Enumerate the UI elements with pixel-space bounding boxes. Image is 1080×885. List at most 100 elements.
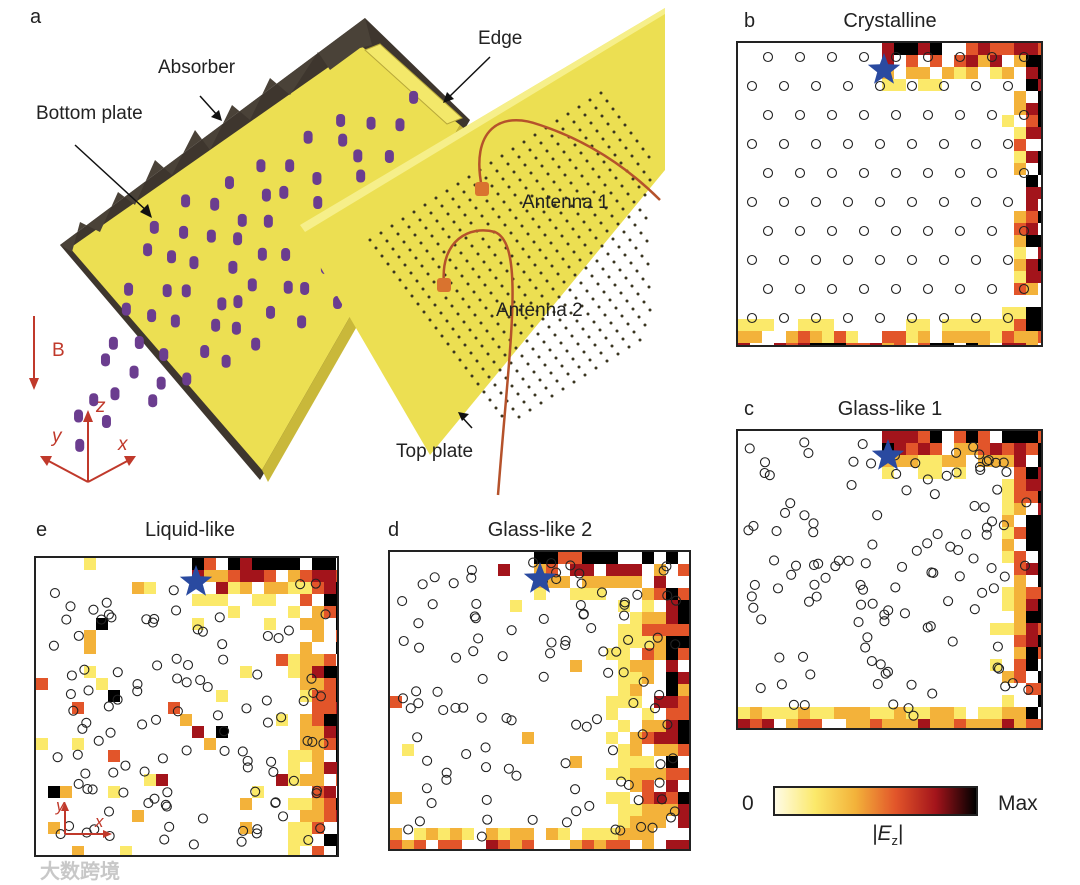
plate-hole	[626, 322, 630, 326]
plate-hole	[635, 269, 639, 273]
rod-position	[149, 613, 160, 625]
field-cell	[1026, 515, 1038, 527]
field-cell	[522, 840, 534, 849]
field-cell	[642, 660, 654, 672]
field-cell	[1026, 443, 1038, 455]
field-cell	[1038, 67, 1041, 79]
field-cell	[618, 684, 630, 696]
field-cell	[750, 707, 762, 719]
rod-position	[195, 675, 206, 686]
field-cell	[264, 618, 276, 630]
field-cell	[1014, 247, 1026, 259]
field-cell	[1026, 623, 1038, 635]
rod-position	[412, 732, 423, 743]
field-cell	[300, 642, 312, 654]
rod-position	[306, 673, 317, 684]
rod-position	[986, 562, 997, 574]
plate-hole	[524, 316, 528, 320]
rod-position	[149, 793, 160, 804]
field-cell	[1026, 683, 1038, 695]
plate-hole	[573, 143, 577, 147]
rod	[261, 188, 271, 202]
field-cell	[570, 588, 582, 600]
plate-hole	[546, 172, 550, 176]
plate-hole	[623, 123, 627, 127]
field-cell	[324, 582, 336, 594]
plate-hole	[481, 367, 485, 371]
rod	[256, 159, 266, 173]
plate-hole	[577, 235, 581, 239]
rod-position	[560, 639, 571, 651]
field-cell	[192, 594, 204, 606]
plate-hole	[608, 168, 612, 172]
rod-position	[788, 699, 799, 710]
field-cell	[630, 684, 642, 696]
field-cell	[786, 707, 798, 719]
plate-hole	[601, 137, 605, 141]
field-cell	[1014, 211, 1026, 223]
plate-hole	[582, 220, 586, 224]
field-cell	[894, 455, 906, 467]
plate-hole	[441, 227, 445, 231]
rod-position	[160, 799, 171, 810]
field-cell	[810, 331, 822, 343]
rod-position	[970, 80, 982, 92]
field-cell	[642, 804, 654, 816]
plate-hole	[580, 304, 584, 308]
plate-hole	[518, 178, 522, 182]
field-cell	[1014, 455, 1026, 467]
rod	[89, 393, 99, 407]
plate-hole	[505, 269, 509, 273]
field-cell	[594, 588, 606, 600]
rod-position	[986, 109, 998, 121]
plate-hole	[462, 190, 466, 194]
field-cell	[678, 708, 689, 720]
field-cell	[762, 319, 774, 331]
field-cell	[906, 43, 918, 55]
field-cell	[1014, 527, 1026, 539]
field-cell	[846, 331, 858, 343]
plate-hole	[594, 236, 598, 240]
rod	[121, 302, 131, 316]
field-cell	[1026, 307, 1038, 319]
plate-hole	[636, 292, 640, 296]
rod-position	[413, 618, 424, 629]
field-cell	[978, 55, 990, 67]
rod-position	[268, 766, 279, 777]
rod-position	[181, 677, 192, 688]
field-cell	[666, 624, 678, 636]
field-cell	[1014, 611, 1026, 623]
field-cell	[312, 810, 324, 822]
rod-position	[591, 714, 603, 725]
plate-hole	[519, 331, 523, 335]
field-cell	[618, 804, 630, 816]
field-cell	[1002, 115, 1014, 127]
rod-position	[411, 686, 422, 697]
plate-hole	[551, 157, 555, 161]
field-cell	[336, 738, 337, 750]
rod-position	[830, 561, 841, 572]
plate-hole	[511, 147, 515, 151]
plate-hole	[488, 398, 492, 402]
rod-position	[855, 599, 867, 610]
field-cell	[1014, 307, 1026, 319]
rod-position	[528, 557, 539, 568]
rod-position	[906, 254, 918, 266]
rod-position	[855, 579, 866, 591]
rod-position	[172, 706, 183, 717]
field-cell	[36, 738, 48, 750]
plate-hole	[559, 211, 563, 215]
field-cell	[132, 810, 144, 822]
field-cell	[642, 624, 654, 636]
plate-hole	[588, 228, 592, 232]
rod-position	[874, 138, 886, 150]
rod-position	[748, 602, 759, 613]
rod-position	[103, 806, 115, 817]
map-glass-like-2	[388, 550, 691, 851]
field-cell	[1038, 611, 1041, 623]
plate-hole	[536, 202, 540, 206]
field-cell	[678, 840, 689, 849]
plate-hole	[632, 330, 636, 334]
rod-position	[762, 283, 774, 295]
field-cell	[678, 720, 689, 732]
